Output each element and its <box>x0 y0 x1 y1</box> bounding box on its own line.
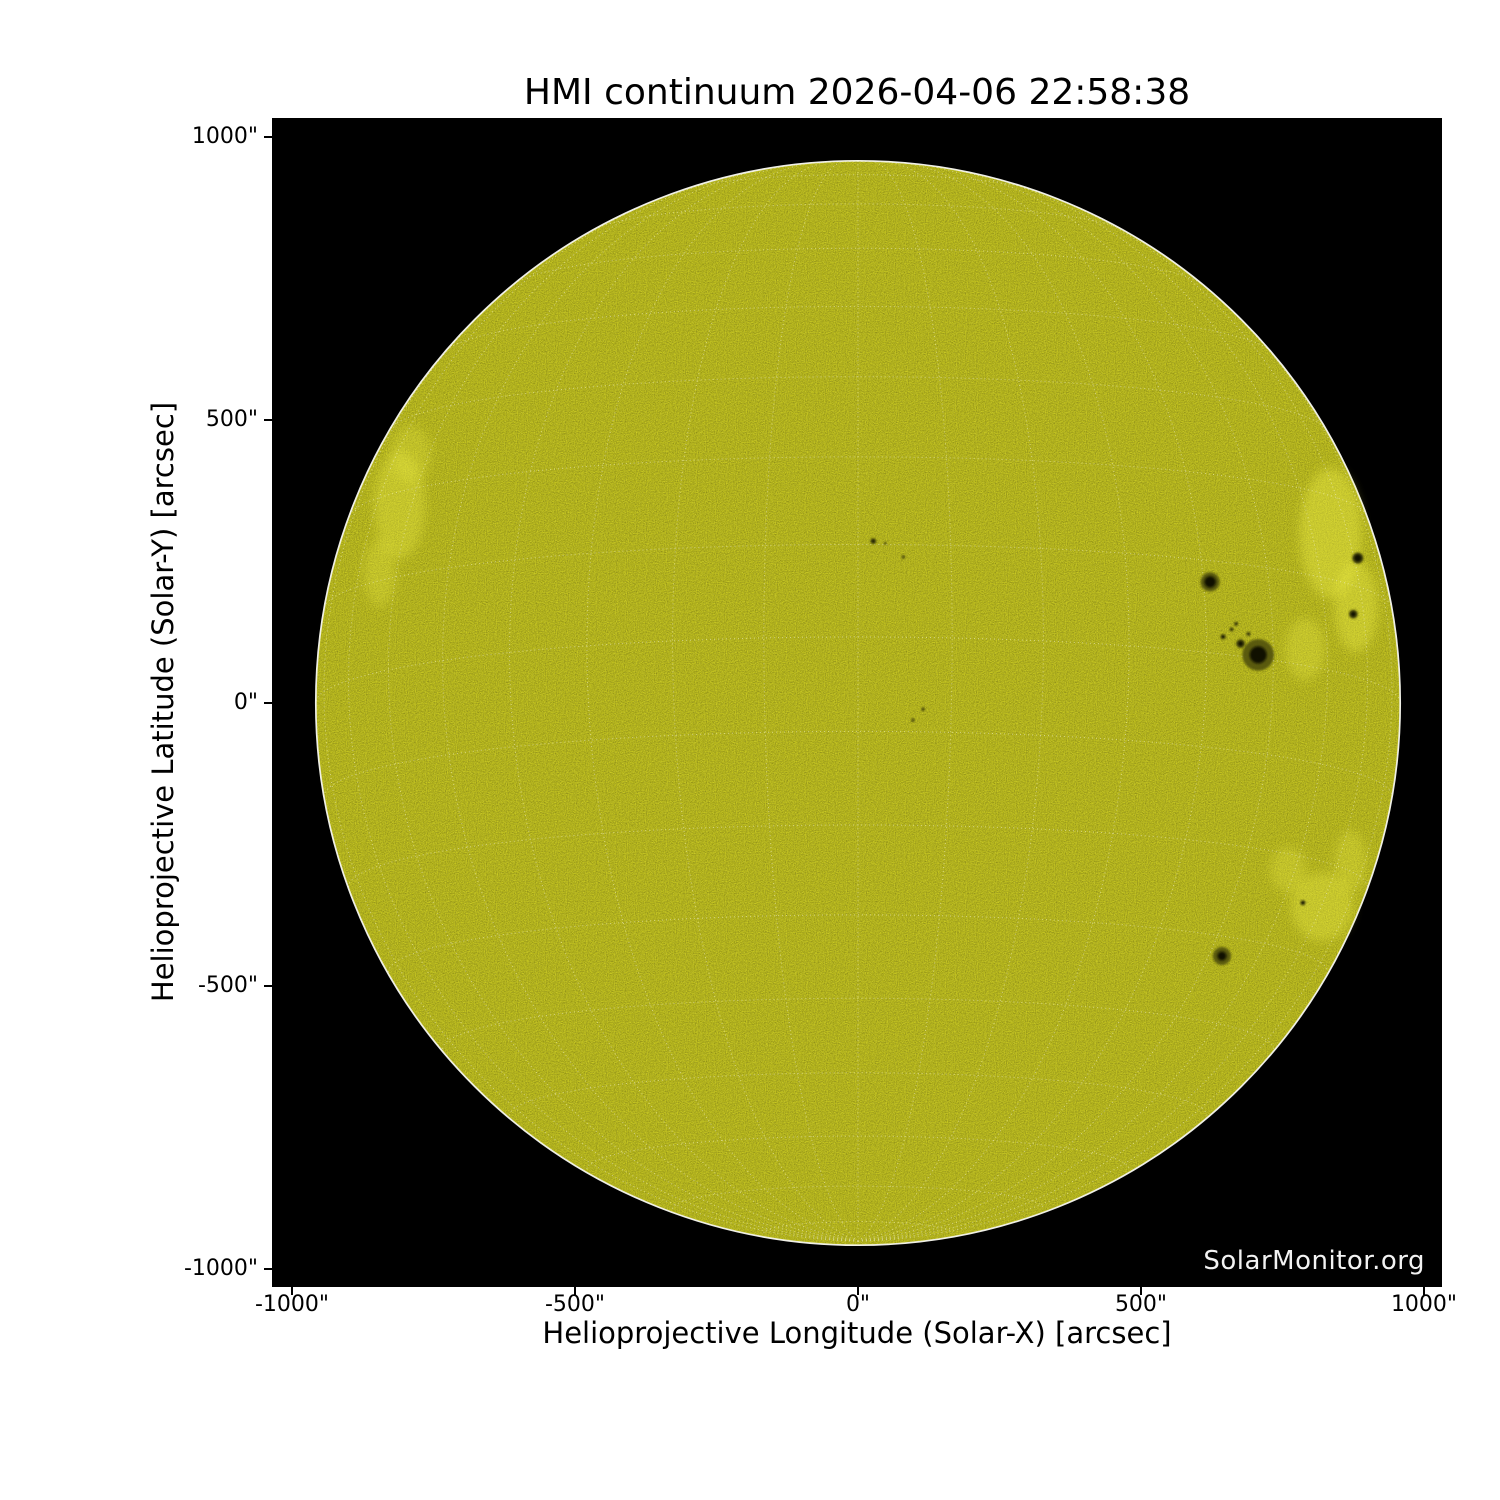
heliographic-grid <box>315 160 1401 1242</box>
sunspot-umbra <box>884 542 887 545</box>
x-axis-label: Helioprojective Longitude (Solar-X) [arc… <box>542 1316 1172 1350</box>
y-tick-label: -500" <box>197 973 258 998</box>
sunspot-umbra <box>1353 554 1362 563</box>
sunspot-umbra <box>921 707 925 711</box>
sunspot-umbra <box>1204 576 1216 588</box>
sunspot-umbra <box>1229 627 1234 632</box>
faculae <box>363 425 1378 941</box>
watermark: SolarMonitor.org <box>1203 1246 1425 1276</box>
y-tick-label: -1000" <box>183 1256 258 1281</box>
sunspot-umbra <box>1220 634 1226 640</box>
sunspot-umbra <box>1234 622 1238 626</box>
x-tick-mark <box>857 1287 859 1295</box>
y-tick-mark <box>264 419 272 421</box>
sunspot-umbra <box>1249 646 1267 664</box>
sunspot-umbra <box>1300 900 1306 906</box>
y-tick-label: 500" <box>205 407 258 432</box>
y-tick-mark <box>264 1268 272 1270</box>
sunspot-umbra <box>901 555 905 559</box>
x-tick-mark <box>1140 1287 1142 1295</box>
x-tick-label: -500" <box>544 1292 606 1317</box>
sunspot-umbra <box>1350 611 1357 617</box>
plot-title: HMI continuum 2026-04-06 22:58:38 <box>523 72 1191 113</box>
x-tick-mark <box>1423 1287 1425 1295</box>
x-tick-label: 0" <box>845 1292 871 1317</box>
y-tick-label: 1000" <box>191 124 258 149</box>
y-tick-mark <box>264 136 272 138</box>
sunspot-umbra <box>911 718 915 722</box>
x-tick-mark <box>574 1287 576 1295</box>
x-tick-label: -1000" <box>254 1292 330 1317</box>
x-tick-label: 500" <box>1114 1292 1168 1317</box>
sunspot-umbra <box>1217 951 1227 961</box>
sun-plot-svg <box>314 159 1402 1247</box>
y-tick-mark <box>264 702 272 704</box>
sunspots <box>870 538 1364 966</box>
sunspot-umbra <box>871 539 875 543</box>
x-tick-label: 1000" <box>1390 1292 1458 1317</box>
sunspot-umbra <box>1237 640 1244 647</box>
disk-grain-light <box>316 161 1400 1245</box>
y-tick-label: 0" <box>233 690 258 715</box>
plot-area <box>272 118 1442 1287</box>
y-tick-mark <box>264 985 272 987</box>
x-tick-mark <box>291 1287 293 1295</box>
sunspot-umbra <box>1246 632 1251 636</box>
